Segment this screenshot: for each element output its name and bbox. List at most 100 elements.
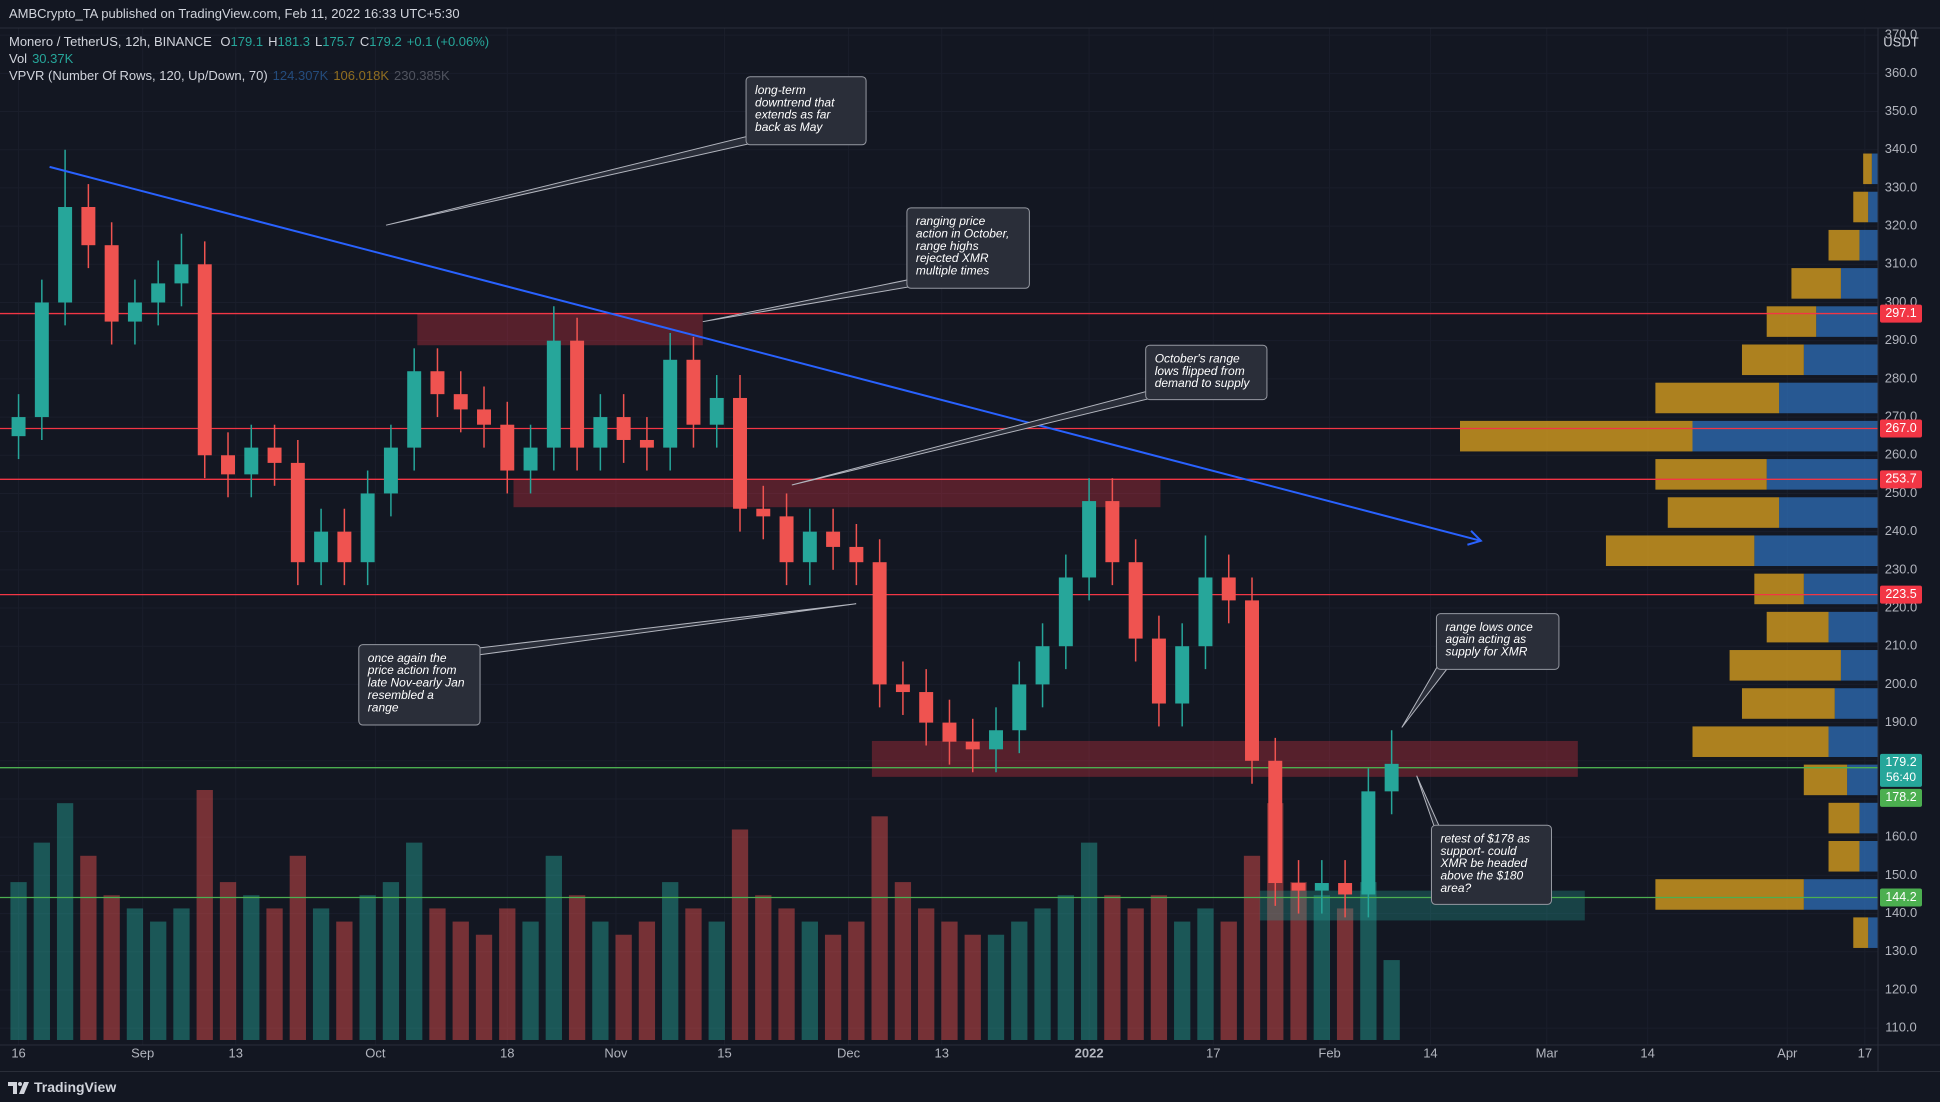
candle-body xyxy=(616,417,631,440)
volume-bar xyxy=(10,882,27,1040)
profile-up xyxy=(1803,344,1878,376)
candle-body xyxy=(593,417,608,448)
volume-bar xyxy=(662,882,679,1040)
volume-bar xyxy=(778,908,795,1040)
candle-body xyxy=(1198,577,1213,647)
volume-bar xyxy=(1243,855,1261,1040)
profile-down xyxy=(1655,879,1804,910)
y-tick-label: 290.0 xyxy=(1885,332,1918,347)
volume-bar xyxy=(1104,895,1121,1040)
y-tick-label: 240.0 xyxy=(1885,523,1918,538)
vpvr-up: 124.307K xyxy=(272,68,329,83)
volume-bar xyxy=(1220,921,1237,1040)
volume-bar xyxy=(522,921,539,1040)
volume-bar xyxy=(1011,921,1028,1040)
ohlc-key: O xyxy=(220,34,231,49)
volume-bar xyxy=(429,908,446,1040)
change: +0.1 (+0.06%) xyxy=(406,34,490,49)
volume-bar xyxy=(824,934,842,1040)
volume-bar xyxy=(1336,908,1354,1040)
trendline xyxy=(49,165,1482,542)
y-tick-label: 310.0 xyxy=(1885,256,1918,271)
annotation-text: ranging price xyxy=(916,214,986,228)
vol-value: 30.37K xyxy=(32,51,74,66)
candle-body xyxy=(127,302,142,322)
candle-body xyxy=(942,722,957,742)
volume-bar xyxy=(685,908,702,1040)
y-tick-label: 190.0 xyxy=(1885,714,1918,729)
candle-body xyxy=(1082,501,1097,578)
volume-bar xyxy=(1360,882,1377,1040)
volume-bar xyxy=(1383,960,1400,1040)
candle-body xyxy=(1012,684,1027,731)
ohlc-value: 179.1 xyxy=(230,34,264,49)
profile-down xyxy=(1828,229,1860,261)
x-tick-label: 13 xyxy=(934,1045,948,1060)
volume-bar xyxy=(871,816,888,1040)
volume-bar xyxy=(452,921,469,1040)
volume-bar xyxy=(126,908,144,1040)
volume-bar xyxy=(964,934,981,1040)
profile-up xyxy=(1847,764,1878,796)
candle-body xyxy=(1221,577,1236,601)
annotation-box xyxy=(1435,613,1560,670)
volume-bar xyxy=(545,855,562,1040)
x-tick-label: 15 xyxy=(717,1045,731,1060)
profile-down xyxy=(1791,268,1841,299)
profile-down xyxy=(1729,650,1841,681)
candle-body xyxy=(267,447,282,463)
y-tick-label: 250.0 xyxy=(1885,485,1918,500)
profile-down xyxy=(1655,382,1780,414)
annotation-text: once again the xyxy=(368,651,447,665)
profile-down xyxy=(1853,191,1869,223)
annotation-text: again acting as xyxy=(1445,632,1526,646)
volume-bar xyxy=(336,921,353,1040)
y-tick-label: 140.0 xyxy=(1885,905,1918,920)
annotation-text: multiple times xyxy=(916,264,989,278)
axis-unit: USDT xyxy=(1883,34,1918,49)
x-tick-label: Nov xyxy=(604,1045,628,1060)
y-tick-label: 370.0 xyxy=(1885,27,1918,42)
profile-down xyxy=(1741,344,1804,376)
candle-body xyxy=(34,302,49,418)
vpvr-name: VPVR (Number Of Rows, 120, Up/Down, 70) xyxy=(9,68,268,83)
vpvr-total: 230.385K xyxy=(394,68,450,83)
candle-body xyxy=(686,359,701,425)
candle-body xyxy=(1175,646,1190,704)
legend-volume: Vol 30.37K xyxy=(9,51,78,66)
volume-bar xyxy=(80,855,97,1040)
y-tick-label: 160.0 xyxy=(1885,829,1918,844)
profile-up xyxy=(1692,420,1878,452)
candle-body xyxy=(523,447,538,471)
candle-body xyxy=(314,531,329,563)
candle-body xyxy=(500,424,515,471)
y-tick-label: 320.0 xyxy=(1885,218,1918,233)
profile-down xyxy=(1828,841,1860,872)
candle-body xyxy=(1384,763,1399,792)
level-label-bg xyxy=(1880,888,1922,907)
profile-down xyxy=(1692,726,1829,757)
legend-vpvr: VPVR (Number Of Rows, 120, Up/Down, 70) 1… xyxy=(9,68,455,83)
profile-up xyxy=(1828,726,1878,757)
candle-body xyxy=(81,207,96,246)
candle-body xyxy=(151,283,166,303)
symbol: Monero / TetherUS, 12h, BINANCE xyxy=(9,34,212,49)
y-tick-label: 200.0 xyxy=(1885,676,1918,691)
volume-bar xyxy=(475,934,493,1040)
profile-down xyxy=(1766,306,1817,337)
volume-bar xyxy=(219,882,237,1040)
candle-body xyxy=(756,508,771,517)
annotation-text: late Nov-early Jan xyxy=(368,676,465,690)
x-tick-label: Apr xyxy=(1777,1045,1798,1060)
profile-down xyxy=(1754,573,1804,605)
candle-body xyxy=(11,417,26,437)
volume-bar xyxy=(801,921,818,1040)
y-tick-label: 110.0 xyxy=(1885,1020,1917,1035)
annotation-text: action in October, xyxy=(916,226,1009,240)
profile-up xyxy=(1754,535,1878,567)
level-label: 267.0 xyxy=(1885,421,1916,435)
candle-body xyxy=(989,730,1003,750)
